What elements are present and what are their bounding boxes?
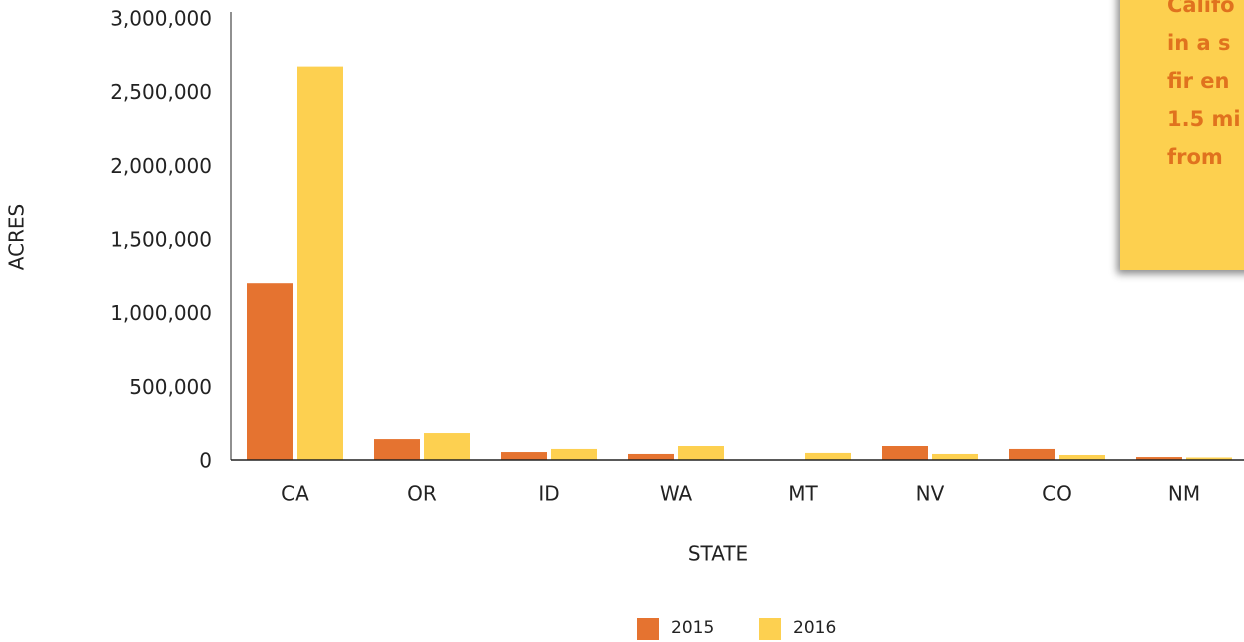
bar — [1136, 457, 1182, 460]
bar — [805, 452, 851, 460]
bar — [1059, 454, 1105, 460]
bar — [551, 448, 597, 460]
y-tick-label: 1,500,000 — [110, 228, 212, 252]
x-tick-label: CA — [281, 482, 309, 506]
annotation-text: in a s — [1167, 31, 1230, 55]
y-tick-label: 1,000,000 — [110, 301, 212, 325]
bar — [501, 452, 547, 460]
bar — [297, 66, 343, 461]
y-tick-label: 3,000,000 — [110, 7, 212, 31]
bar — [882, 446, 928, 460]
x-tick-label: OR — [407, 482, 437, 506]
x-tick-label: ID — [538, 482, 559, 506]
bar — [1186, 457, 1232, 460]
annotation-box — [1120, 0, 1244, 270]
legend-label: 2015 — [671, 618, 714, 638]
legend-label: 2016 — [793, 618, 836, 638]
annotation-text: 1.5 mi — [1167, 107, 1241, 131]
bar — [424, 433, 470, 460]
x-tick-label: CO — [1042, 482, 1072, 506]
bar — [628, 453, 674, 460]
bar — [374, 439, 420, 460]
x-axis-label: STATE — [688, 542, 748, 566]
legend-swatch — [637, 618, 659, 640]
x-tick-label: NM — [1168, 482, 1200, 506]
legend-swatch — [759, 618, 781, 640]
annotation-text: fir en — [1167, 69, 1229, 93]
bar — [247, 283, 293, 460]
x-tick-label: MT — [788, 482, 818, 506]
y-tick-label: 500,000 — [129, 375, 212, 399]
x-tick-label: NV — [916, 482, 945, 506]
y-tick-label: 2,000,000 — [110, 154, 212, 178]
bar — [1009, 448, 1055, 460]
bar — [678, 446, 724, 460]
annotation-text: Califo — [1167, 0, 1235, 17]
annotation-text: from — [1167, 145, 1223, 169]
y-tick-label: 0 — [199, 449, 212, 473]
bar — [932, 453, 978, 460]
y-tick-label: 2,500,000 — [110, 80, 212, 104]
x-tick-label: WA — [660, 482, 693, 506]
y-axis-label: ACRES — [5, 204, 29, 271]
